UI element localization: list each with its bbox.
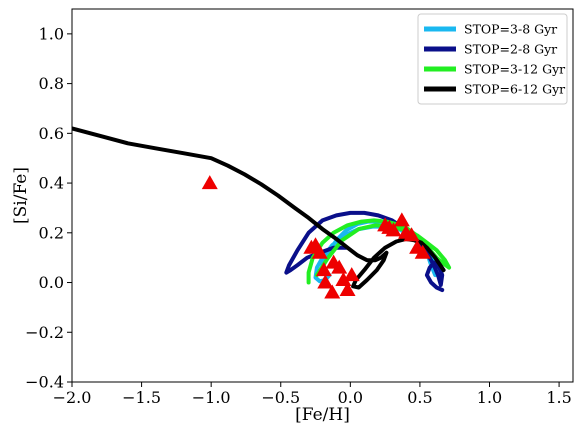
- y-tick-label: −0.2: [25, 323, 64, 342]
- observation-markers: [201, 175, 431, 299]
- x-tick-label: 1.0: [477, 388, 502, 407]
- legend-label: STOP=2-8 Gyr: [464, 42, 557, 57]
- observation-marker: [414, 244, 431, 259]
- observation-marker: [201, 175, 218, 190]
- series-line-stop-2-8-gyr: [284, 210, 445, 292]
- y-tick-label: 0.4: [39, 174, 64, 193]
- legend: STOP=3-8 Gyr STOP=2-8 Gyr STOP=3-12 Gyr STO…: [417, 13, 568, 105]
- legend-box: [417, 13, 568, 105]
- observation-marker: [393, 212, 410, 227]
- plot-frame: [71, 8, 574, 383]
- x-tick-label: 0.0: [338, 388, 363, 407]
- observation-marker: [331, 259, 348, 274]
- x-tick-label: −2.0: [53, 388, 92, 407]
- y-axis: −0.4 −0.2 0.0 0.2 0.4 0.6 0.8 1.0: [25, 24, 72, 392]
- observation-marker: [339, 281, 356, 296]
- y-tick-label: −0.4: [25, 373, 64, 392]
- observation-marker: [403, 227, 420, 242]
- x-tick-label: −1.5: [122, 388, 161, 407]
- observation-marker: [324, 284, 341, 299]
- y-tick-label: 0.8: [39, 74, 64, 93]
- y-tick-label: 0.2: [39, 223, 64, 242]
- x-axis: −2.0 −1.5 −1.0 −0.5 0.0 0.5 1.0 1.5: [53, 382, 572, 407]
- y-tick-label: 0.6: [39, 124, 64, 143]
- x-tick-label: 1.5: [546, 388, 571, 407]
- legend-label: STOP=3-12 Gyr: [464, 62, 565, 77]
- y-axis-label: [Si/Fe]: [11, 167, 31, 224]
- legend-label: STOP=3-8 Gyr: [464, 22, 557, 37]
- observation-marker: [385, 222, 402, 237]
- observation-marker: [343, 267, 360, 282]
- x-tick-label: −0.5: [261, 388, 300, 407]
- observation-marker: [317, 274, 334, 289]
- legend-label: STOP=6-12 Gyr: [464, 82, 565, 97]
- y-tick-label: 1.0: [39, 24, 64, 43]
- x-tick-label: −1.0: [192, 388, 231, 407]
- observation-marker: [315, 262, 332, 277]
- y-tick-label: 0.0: [39, 273, 64, 292]
- observation-marker: [311, 244, 328, 259]
- x-tick-label: 0.5: [407, 388, 432, 407]
- x-axis-label: [Fe/H]: [295, 405, 350, 425]
